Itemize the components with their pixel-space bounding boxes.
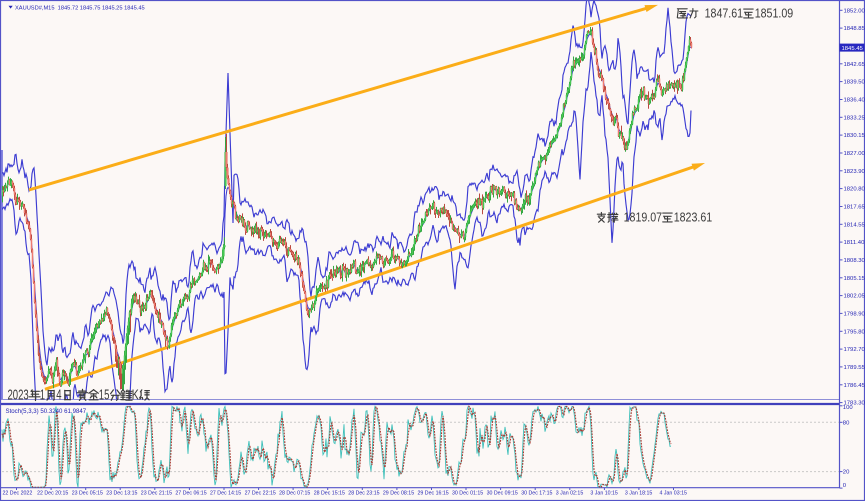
svg-text:1823.61: 1823.61 xyxy=(674,209,713,224)
svg-text:1842.65: 1842.65 xyxy=(844,62,865,68)
svg-text:1: 1 xyxy=(40,386,45,403)
svg-text:23 Dec 05:15: 23 Dec 05:15 xyxy=(72,491,103,497)
svg-text:1847.61: 1847.61 xyxy=(705,5,744,20)
svg-text:1783.30: 1783.30 xyxy=(844,401,865,407)
svg-text:4 Jan 03:15: 4 Jan 03:15 xyxy=(660,491,688,497)
svg-text:XAUUSD#,M15 1845.72 1845.75 1: XAUUSD#,M15 1845.72 1845.75 1845.25 1845… xyxy=(15,6,145,12)
svg-text:2023: 2023 xyxy=(8,386,29,403)
svg-text:100: 100 xyxy=(843,405,854,411)
svg-text:28 Dec 07:15: 28 Dec 07:15 xyxy=(279,491,310,497)
svg-text:22 Dec 2022: 22 Dec 2022 xyxy=(3,491,33,497)
svg-text:1852.00: 1852.00 xyxy=(844,8,865,14)
svg-text:30 Dec 01:15: 30 Dec 01:15 xyxy=(452,491,483,497)
svg-text:3 Jan 10:15: 3 Jan 10:15 xyxy=(590,491,618,497)
svg-text:1823.90: 1823.90 xyxy=(844,169,865,175)
svg-text:22 Dec 20:15: 22 Dec 20:15 xyxy=(37,491,68,497)
svg-text:1808.30: 1808.30 xyxy=(844,258,865,264)
svg-text:1833.25: 1833.25 xyxy=(844,115,865,121)
svg-text:27 Dec 06:15: 27 Dec 06:15 xyxy=(175,491,206,497)
svg-text:80: 80 xyxy=(843,420,850,426)
svg-text:4: 4 xyxy=(56,386,61,403)
svg-text:29 Dec 16:15: 29 Dec 16:15 xyxy=(418,491,449,497)
svg-text:15: 15 xyxy=(99,386,110,403)
svg-text:K: K xyxy=(132,386,139,403)
svg-text:1802.05: 1802.05 xyxy=(844,294,865,300)
svg-text:1848.85: 1848.85 xyxy=(844,26,865,32)
svg-text:1795.80: 1795.80 xyxy=(844,329,865,335)
svg-text:1792.70: 1792.70 xyxy=(844,347,865,353)
svg-text:1820.80: 1820.80 xyxy=(844,187,865,193)
svg-text:1811.40: 1811.40 xyxy=(844,240,865,246)
svg-text:1814.55: 1814.55 xyxy=(844,222,865,228)
svg-text:28 Dec 15:15: 28 Dec 15:15 xyxy=(314,491,345,497)
svg-text:1817.65: 1817.65 xyxy=(844,205,865,211)
svg-text:3 Jan 02:15: 3 Jan 02:15 xyxy=(556,491,584,497)
svg-text:23 Dec 13:15: 23 Dec 13:15 xyxy=(106,491,137,497)
svg-text:1839.50: 1839.50 xyxy=(844,80,865,86)
svg-text:1819.07: 1819.07 xyxy=(624,209,663,224)
svg-text:30 Dec 17:15: 30 Dec 17:15 xyxy=(521,491,552,497)
svg-text:Stoch(5,3,3) 50.3240 61.9847: Stoch(5,3,3) 50.3240 61.9847 xyxy=(6,408,87,415)
svg-text:1798.90: 1798.90 xyxy=(844,312,865,318)
svg-text:3 Jan 18:15: 3 Jan 18:15 xyxy=(625,491,653,497)
svg-text:23 Dec 21:15: 23 Dec 21:15 xyxy=(141,491,172,497)
svg-text:27 Dec 14:15: 27 Dec 14:15 xyxy=(210,491,241,497)
svg-text:1805.15: 1805.15 xyxy=(844,276,865,282)
svg-text:1851.09: 1851.09 xyxy=(755,5,794,20)
svg-text:1845.45: 1845.45 xyxy=(842,46,864,52)
svg-text:27 Dec 22:15: 27 Dec 22:15 xyxy=(245,491,276,497)
svg-text:1836.40: 1836.40 xyxy=(844,98,865,104)
svg-text:29 Dec 08:15: 29 Dec 08:15 xyxy=(383,491,414,497)
svg-text:1827.00: 1827.00 xyxy=(844,151,865,157)
svg-text:20: 20 xyxy=(843,470,850,476)
svg-text:28 Dec 23:15: 28 Dec 23:15 xyxy=(348,491,379,497)
svg-text:1786.45: 1786.45 xyxy=(844,383,865,389)
svg-text:1789.55: 1789.55 xyxy=(844,365,865,371)
svg-text:30 Dec 09:15: 30 Dec 09:15 xyxy=(487,491,518,497)
svg-text:1830.15: 1830.15 xyxy=(844,133,865,139)
svg-text:0: 0 xyxy=(843,483,847,489)
